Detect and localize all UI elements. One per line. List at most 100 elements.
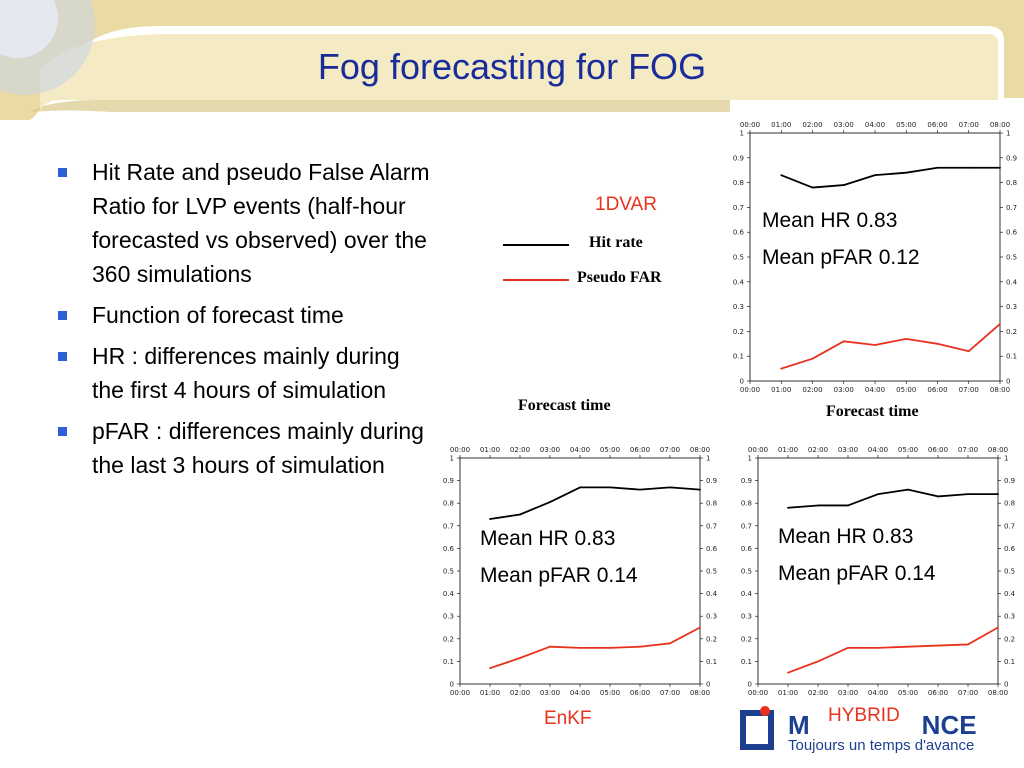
chart-hybrid: 00:00 00:00 01:00 01:00 02:00 02:00 03:00 03:00…: [741, 446, 1016, 697]
x-tick-label: 01:00: [480, 446, 500, 454]
data-point-hit-rate: [874, 174, 876, 177]
x-tick-label: 02:00: [808, 689, 828, 697]
y-tick-label: 0.8: [741, 500, 752, 508]
x-tick-label: 03:00: [838, 689, 858, 697]
legend-swatch-pseudo-far: [503, 279, 569, 281]
y-tick-label: 0.7: [1004, 522, 1015, 530]
data-point-hit-rate: [699, 488, 701, 491]
x-tick-label: 06:00: [927, 121, 947, 129]
data-point-hit-rate: [936, 166, 939, 169]
x-tick-label: 04:00: [865, 121, 885, 129]
x-tick-label: 08:00: [690, 446, 710, 454]
x-tick-label: 08:00: [690, 689, 710, 697]
y-tick-label: 0.4: [741, 590, 753, 598]
bullet-marker: [58, 427, 67, 436]
x-tick-label: 02:00: [802, 121, 822, 129]
x-tick-label: 04:00: [868, 689, 888, 697]
y-tick-label: 0.8: [443, 500, 454, 508]
x-tick-label: 02:00: [808, 446, 828, 454]
y-tick-label: 0: [748, 681, 752, 689]
y-tick-label: 0.3: [741, 613, 752, 621]
y-tick-label: 0.5: [706, 568, 717, 576]
y-tick-label: 0.1: [741, 658, 752, 666]
data-point-hit-rate: [519, 513, 521, 516]
x-tick-label: 04:00: [570, 446, 590, 454]
y-tick-label: 0.4: [706, 590, 718, 598]
data-point-hit-rate: [997, 493, 999, 496]
legend-label-pseudo-far: Pseudo FAR: [577, 269, 662, 286]
chart-legend: Hit rate Pseudo FAR: [503, 234, 693, 294]
x-tick-label: 02:00: [510, 446, 530, 454]
data-point-pseudo-far: [907, 645, 909, 648]
y-tick-label: 0.1: [443, 658, 454, 666]
mean-hr-annotation: Mean HR 0.83: [762, 209, 898, 232]
data-point-hit-rate: [847, 504, 849, 507]
data-point-pseudo-far: [997, 626, 999, 629]
data-point-pseudo-far: [905, 337, 908, 340]
x-tick-label: 00:00: [450, 689, 470, 697]
chart-panel-enkf: 00:00 00:00 01:00 01:00 02:00 02:00 03:00 03:00…: [440, 425, 734, 703]
data-point-pseudo-far: [579, 646, 581, 649]
y-tick-label: 0.8: [1006, 179, 1017, 187]
y-tick-label: 0.5: [733, 254, 744, 262]
x-tick-label: 03:00: [540, 689, 560, 697]
x-tick-label: 01:00: [771, 121, 791, 129]
legend-item-pseudo-far: Pseudo FAR: [503, 269, 693, 291]
y-tick-label: 0.8: [706, 500, 717, 508]
chart-1dvar: 00:00 00:00 01:00 01:00 02:00 02:00 03:00 03:00…: [733, 121, 1018, 394]
y-tick-label: 0.5: [1006, 254, 1017, 262]
mean-pfar-annotation: Mean pFAR 0.12: [762, 246, 920, 269]
x-tick-label: 03:00: [838, 446, 858, 454]
data-point-hit-rate: [967, 493, 969, 496]
x-axis-label: Forecast time: [826, 403, 919, 420]
x-tick-label: 06:00: [927, 386, 947, 394]
data-point-hit-rate: [811, 186, 814, 189]
data-point-pseudo-far: [999, 323, 1001, 325]
x-tick-label: 01:00: [480, 689, 500, 697]
y-tick-label: 0.1: [733, 353, 744, 361]
y-tick-label: 0: [450, 681, 454, 689]
y-tick-label: 0.2: [443, 635, 454, 643]
y-tick-label: 0.9: [1006, 154, 1017, 162]
x-tick-label: 06:00: [630, 689, 650, 697]
y-tick-label: 0.8: [733, 179, 744, 187]
y-tick-label: 1: [450, 455, 454, 463]
data-point-pseudo-far: [967, 350, 970, 353]
y-tick-label: 0.1: [1006, 353, 1017, 361]
data-point-hit-rate: [967, 166, 970, 169]
data-point-hit-rate: [907, 488, 909, 491]
data-point-hit-rate: [639, 488, 641, 491]
y-tick-label: 0.1: [1004, 658, 1015, 666]
y-tick-label: 0.6: [1006, 229, 1018, 237]
y-tick-label: 0.3: [733, 303, 744, 311]
y-tick-label: 0.3: [443, 613, 454, 621]
x-tick-label: 01:00: [778, 446, 798, 454]
x-tick-label: 01:00: [771, 386, 791, 394]
y-tick-label: 1: [1006, 130, 1010, 138]
data-point-hit-rate: [877, 493, 879, 496]
y-tick-label: 0.3: [706, 613, 717, 621]
y-tick-label: 0.8: [1004, 500, 1015, 508]
x-tick-label: 00:00: [740, 386, 760, 394]
x-tick-label: 08:00: [990, 386, 1010, 394]
x-tick-label: 08:00: [988, 446, 1008, 454]
x-tick-label: 04:00: [570, 689, 590, 697]
y-tick-label: 0.4: [733, 278, 745, 286]
data-point-pseudo-far: [699, 626, 701, 629]
method-label-1dvar: 1DVAR: [595, 194, 657, 215]
data-point-pseudo-far: [936, 342, 939, 345]
data-point-pseudo-far: [967, 643, 969, 646]
data-point-pseudo-far: [549, 645, 551, 648]
data-point-hit-rate: [549, 501, 551, 503]
x-tick-label: 04:00: [865, 386, 885, 394]
data-point-hit-rate: [905, 171, 908, 174]
data-point-pseudo-far: [937, 644, 939, 647]
x-tick-label: 07:00: [958, 446, 978, 454]
logo-dot-icon: [760, 706, 770, 716]
bullet-item: pFAR : differences mainly during the las…: [58, 414, 438, 482]
y-tick-label: 0.9: [1004, 477, 1015, 485]
mean-hr-annotation: Mean HR 0.83: [778, 525, 914, 548]
bullet-item: Hit Rate and pseudo False Alarm Ratio fo…: [58, 155, 438, 291]
x-tick-label: 03:00: [834, 121, 854, 129]
x-tick-label: 07:00: [958, 689, 978, 697]
